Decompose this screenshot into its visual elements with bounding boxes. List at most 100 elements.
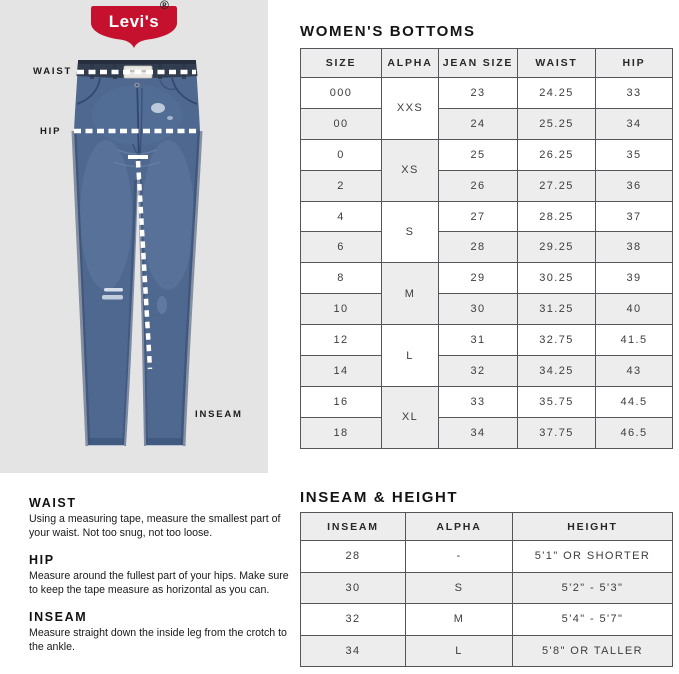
size-table-row: 6 28 29.25 38 <box>300 231 673 264</box>
inseam-cell: 28 <box>300 540 406 573</box>
inseam-height-title: INSEAM & HEIGHT <box>300 489 459 506</box>
size-cell: 10 <box>300 293 382 326</box>
alpha-cell: S <box>405 571 513 604</box>
hip-cell: 46.5 <box>595 416 673 449</box>
inseam-dashed-line <box>135 160 153 370</box>
alpha-cell: XXS <box>381 77 439 140</box>
height-cell: 5'8" OR TALLER <box>512 634 673 667</box>
inseam-cell: 30 <box>300 571 406 604</box>
size-table-row: 16 XL 33 35.75 44.5 <box>300 385 673 449</box>
levis-batwing-logo: Levi's <box>91 6 177 48</box>
hip-cell: 33 <box>595 77 673 109</box>
hip-cell: 39 <box>595 262 673 295</box>
whisker-line <box>117 149 157 155</box>
pocket-seam-left <box>76 77 101 105</box>
inseam-table-row: 30 S 5'2" - 5'3" <box>300 571 673 604</box>
womens-bottoms-tbody: 000 XXS 23 24.25 33 00 24 25.25 34 0 XS 25 26.25 35 2 2… <box>300 77 673 449</box>
seam-shadow-right <box>180 130 203 447</box>
alpha-cell: XS <box>381 138 439 202</box>
height-cell: 5'4" - 5'7" <box>512 603 673 636</box>
waist-cell: 35.75 <box>517 385 596 418</box>
size-cell: 2 <box>300 169 382 202</box>
size-table-row: 12 L 31 32.75 41.5 <box>300 324 673 387</box>
guide-text-hip: Measure around the fullest part of your … <box>29 570 289 596</box>
hip-cell: 41.5 <box>595 324 673 357</box>
size-table-row: 8 M 29 30.25 39 <box>300 262 673 326</box>
waist-cell: 26.25 <box>517 138 596 171</box>
inseam-label: INSEAM <box>195 409 243 420</box>
size-table-row: 4 S 27 28.25 37 <box>300 200 673 264</box>
waist-cell: 27.25 <box>517 169 596 202</box>
waist-cell: 31.25 <box>517 293 596 326</box>
inseam-height-table: INSEAM ALPHA HEIGHT 28-5'1" OR SHORTER 30… <box>300 512 673 667</box>
hip-cell: 35 <box>595 138 673 171</box>
waist-cell: 30.25 <box>517 262 596 295</box>
jean-size-cell: 33 <box>438 385 518 418</box>
guide-heading-inseam: INSEAM <box>29 610 88 624</box>
size-cell: 16 <box>300 385 382 418</box>
hip-label: HIP <box>40 126 62 137</box>
hem-right <box>146 438 183 446</box>
waist-cell: 28.25 <box>517 200 596 233</box>
guide-heading-waist: WAIST <box>29 496 77 510</box>
height-cell: 5'1" OR SHORTER <box>512 540 673 573</box>
distress-fade <box>157 296 167 314</box>
jeans-photo <box>71 60 203 447</box>
distress-patch <box>167 116 173 120</box>
hip-cell: 34 <box>595 107 673 140</box>
hip-cell: 44.5 <box>595 385 673 418</box>
hip-cell: 38 <box>595 231 673 264</box>
waist-cell: 24.25 <box>517 77 596 109</box>
alpha-cell: - <box>405 540 513 573</box>
alpha-cell: M <box>381 262 439 326</box>
measuring-guide: WAIST Using a measuring tape, measure th… <box>29 496 295 667</box>
alpha-cell: M <box>405 603 513 636</box>
hip-cell: 36 <box>595 169 673 202</box>
jean-size-cell: 34 <box>438 416 518 449</box>
product-photo-panel: Levi's ® <box>0 0 268 473</box>
alpha-cell: L <box>405 634 513 667</box>
alpha-cell: XL <box>381 385 439 449</box>
waist-cell: 25.25 <box>517 107 596 140</box>
size-cell: 00 <box>300 107 382 140</box>
jean-size-cell: 29 <box>438 262 518 295</box>
col-header-alpha: ALPHA <box>405 512 513 541</box>
jean-size-cell: 26 <box>438 169 518 202</box>
guide-text-waist: Using a measuring tape, measure the smal… <box>29 513 281 539</box>
waistband-top-edge <box>78 60 196 64</box>
inseam-table-row: 34 L 5'8" OR TALLER <box>300 634 673 667</box>
alpha-cell: S <box>381 200 439 264</box>
size-table-row: 00 24 25.25 34 <box>300 107 673 140</box>
pocket-seam-right <box>171 77 198 105</box>
waist-cell: 34.25 <box>517 355 596 387</box>
size-table-row: 2 26 27.25 36 <box>300 169 673 202</box>
wash-highlight-right <box>142 140 194 290</box>
size-cell: 14 <box>300 355 382 387</box>
size-table-row: 000 XXS 23 24.25 33 <box>300 77 673 140</box>
size-table-row: 0 XS 25 26.25 35 <box>300 138 673 202</box>
fly-seam <box>136 81 140 161</box>
size-cell: 0 <box>300 138 382 171</box>
guide-heading-hip: HIP <box>29 553 55 567</box>
registered-trademark-icon: ® <box>160 0 169 12</box>
inseam-cell: 34 <box>300 634 406 667</box>
distress-patch <box>151 103 165 113</box>
size-table-row: 18 34 37.75 46.5 <box>300 416 673 449</box>
size-cell: 4 <box>300 200 382 233</box>
waist-cell: 37.75 <box>517 416 596 449</box>
logo-wordmark: Levi's <box>109 12 160 31</box>
distress-rip <box>104 288 123 292</box>
col-header-hip: HIP <box>595 48 673 78</box>
col-header-waist: WAIST <box>517 48 596 78</box>
womens-bottoms-table: SIZE ALPHA JEAN SIZE WAIST HIP 000 XXS 23 2… <box>300 48 673 449</box>
jean-size-cell: 24 <box>438 107 518 140</box>
jean-size-cell: 23 <box>438 77 518 109</box>
guide-text-inseam: Measure straight down the inside leg fro… <box>29 627 287 653</box>
jean-size-cell: 31 <box>438 324 518 357</box>
col-header-height: HEIGHT <box>512 512 673 541</box>
size-table-row: 14 32 34.25 43 <box>300 355 673 387</box>
header-row: INSEAM ALPHA HEIGHT <box>300 512 673 541</box>
size-cell: 6 <box>300 231 382 264</box>
jean-size-cell: 28 <box>438 231 518 264</box>
size-cell: 12 <box>300 324 382 357</box>
